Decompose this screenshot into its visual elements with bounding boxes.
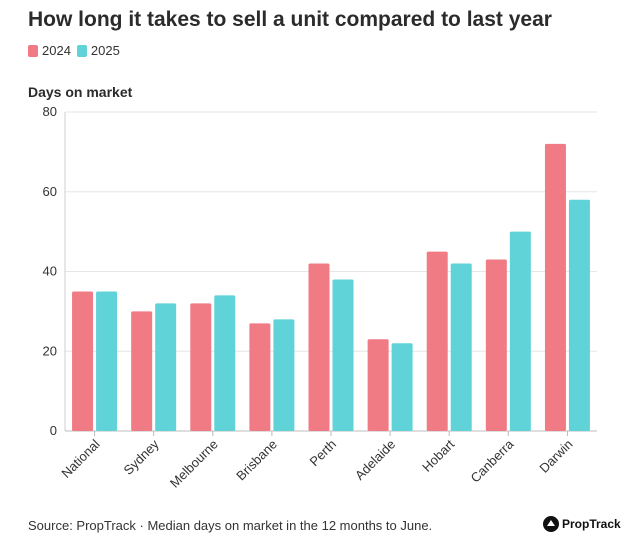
legend-item-2025: 2025	[76, 43, 120, 58]
bar-canberra-2024	[485, 259, 507, 431]
x-tick-label-melbourne: Melbourne	[167, 437, 221, 491]
bar-melbourne-2025	[214, 295, 236, 431]
bar-perth-2024	[308, 263, 330, 431]
bar-brisbane-2024	[249, 323, 271, 431]
bar-sydney-2025	[155, 303, 177, 431]
bar-sydney-2024	[131, 311, 153, 431]
y-tick-label-20: 20	[43, 343, 57, 358]
x-tick-label-national: National	[58, 436, 102, 480]
y-axis-label: Days on market	[28, 84, 133, 100]
bar-perth-2025	[332, 279, 354, 431]
y-tick-label-40: 40	[43, 264, 57, 279]
x-tick-label-perth: Perth	[307, 437, 340, 470]
legend-item-2024: 2024	[28, 43, 71, 58]
bar-adelaide-2025	[391, 343, 413, 431]
brand-name: PropTrack	[562, 517, 621, 531]
chart-title: How long it takes to sell a unit compare…	[28, 8, 552, 31]
bar-national-2024	[72, 291, 94, 431]
bar-hobart-2024	[426, 251, 448, 431]
legend: 2024 2025	[28, 43, 126, 58]
x-tick-label-canberra: Canberra	[468, 436, 517, 485]
bar-adelaide-2024	[367, 339, 389, 431]
y-tick-label-80: 80	[43, 104, 57, 119]
bar-brisbane-2025	[273, 319, 295, 431]
legend-label-2025: 2025	[90, 43, 120, 58]
x-tick-label-adelaide: Adelaide	[352, 437, 398, 483]
bar-canberra-2025	[509, 231, 531, 431]
bar-national-2025	[96, 291, 118, 431]
x-tick-label-brisbane: Brisbane	[233, 437, 280, 484]
legend-swatch-2025	[76, 44, 87, 57]
legend-swatch-2024	[28, 44, 38, 57]
bar-melbourne-2024	[190, 303, 212, 431]
y-tick-label-0: 0	[50, 423, 57, 438]
legend-label-2024: 2024	[42, 43, 71, 58]
bar-darwin-2024	[544, 143, 566, 431]
brand-logo: PropTrack	[543, 516, 621, 532]
proptrack-logo-icon	[543, 516, 559, 532]
x-tick-label-hobart: Hobart	[419, 436, 457, 474]
y-tick-label-60: 60	[43, 184, 57, 199]
x-tick-label-darwin: Darwin	[536, 437, 575, 476]
bar-hobart-2025	[450, 263, 472, 431]
source-note: Source: PropTrack · Median days on marke…	[28, 518, 433, 533]
bar-darwin-2025	[568, 199, 590, 431]
x-tick-label-sydney: Sydney	[121, 436, 163, 478]
